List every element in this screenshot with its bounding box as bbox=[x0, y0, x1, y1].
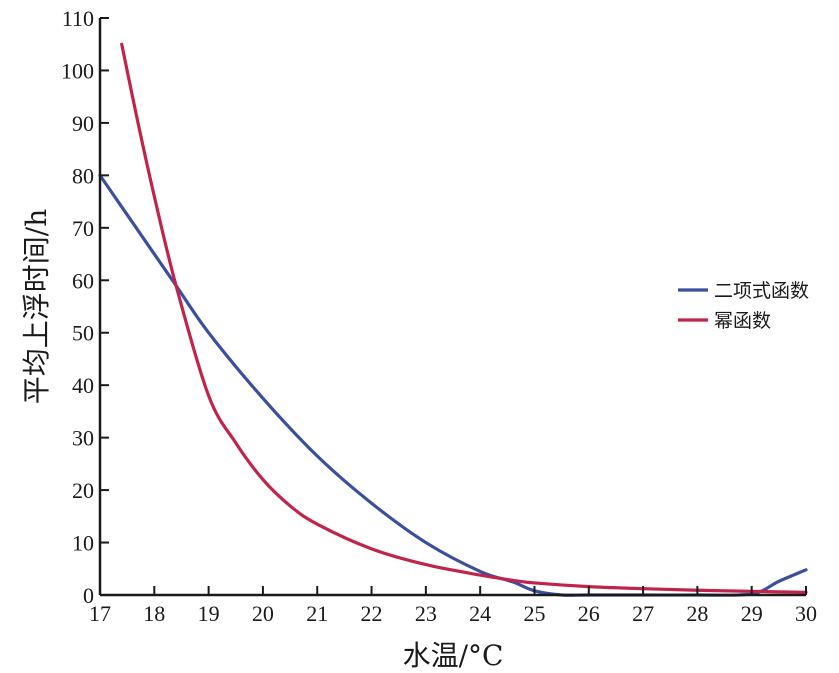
axes bbox=[98, 18, 806, 597]
x-tick-label: 25 bbox=[523, 601, 545, 626]
x-tick-label: 26 bbox=[578, 601, 600, 626]
y-tick-label: 40 bbox=[72, 373, 94, 398]
x-tick-label: 18 bbox=[143, 601, 165, 626]
x-tick-label: 29 bbox=[741, 601, 763, 626]
x-tick-label: 17 bbox=[89, 601, 111, 626]
y-tick-label: 10 bbox=[72, 531, 94, 556]
series-line-2 bbox=[120, 42, 808, 594]
y-tick-label: 90 bbox=[72, 111, 94, 136]
y-tick-label: 60 bbox=[72, 268, 94, 293]
x-tick-label: 19 bbox=[198, 601, 220, 626]
y-tick-label: 50 bbox=[72, 321, 94, 346]
x-tick-label: 27 bbox=[632, 601, 654, 626]
x-tick-label: 21 bbox=[306, 601, 328, 626]
y-tick-label: 110 bbox=[62, 6, 94, 31]
y-tick-label: 100 bbox=[61, 58, 94, 83]
y-tick-label: 80 bbox=[72, 163, 94, 188]
x-axis-ticks: 17 18 19 20 21 22 23 24 25 26 27 28 29 30 bbox=[89, 586, 817, 626]
x-tick-label: 30 bbox=[795, 601, 817, 626]
x-tick-label: 22 bbox=[361, 601, 383, 626]
y-tick-label: 0 bbox=[83, 583, 94, 608]
y-tick-label: 20 bbox=[72, 478, 94, 503]
x-tick-label: 28 bbox=[686, 601, 708, 626]
x-tick-label: 24 bbox=[469, 601, 491, 626]
legend-label-1: 二项式函数 bbox=[714, 280, 809, 302]
x-tick-label: 20 bbox=[252, 601, 274, 626]
y-axis-title: 平均上浮时间/h bbox=[20, 209, 53, 404]
y-tick-label: 70 bbox=[72, 216, 94, 241]
y-tick-label: 30 bbox=[72, 426, 94, 451]
legend-label-2: 幂函数 bbox=[714, 310, 771, 332]
x-tick-label: 23 bbox=[415, 601, 437, 626]
y-axis-ticks: 0 10 20 30 40 50 60 70 80 90 100 110 bbox=[61, 6, 109, 608]
x-axis-title: 水温/°C bbox=[403, 639, 504, 672]
